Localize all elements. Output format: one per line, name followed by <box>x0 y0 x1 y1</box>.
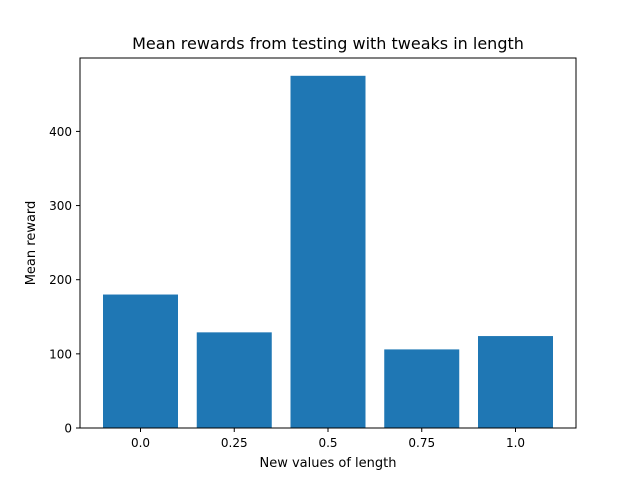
x-tick-label: 0.25 <box>221 436 248 450</box>
bar-0-25 <box>196 332 272 428</box>
y-tick-label: 400 <box>49 125 72 139</box>
y-tick-label: 0 <box>64 422 72 436</box>
y-tick-label: 100 <box>49 347 72 361</box>
y-tick-label: 200 <box>49 273 72 287</box>
plot-frame <box>79 57 577 429</box>
x-tick-label: 1.0 <box>506 436 525 450</box>
bar-0-75 <box>384 349 460 428</box>
bar-0-0 <box>103 294 178 428</box>
x-axis-ticks: 0.0 0.25 0.5 0.75 1.0 <box>131 428 525 450</box>
bars-group <box>103 75 553 429</box>
y-axis-ticks: 0 100 200 300 400 <box>49 125 80 436</box>
x-axis-label: New values of length <box>259 456 396 471</box>
x-tick-label: 0.0 <box>131 436 150 450</box>
bar-1-0 <box>478 336 553 428</box>
chart-title: Mean rewards from testing with tweaks in… <box>132 34 524 53</box>
y-axis-label: Mean reward <box>24 201 39 286</box>
bar-0-5 <box>290 75 366 429</box>
x-tick-label: 0.5 <box>318 436 337 450</box>
y-tick-label: 300 <box>49 199 72 213</box>
x-tick-label: 0.75 <box>408 436 435 450</box>
